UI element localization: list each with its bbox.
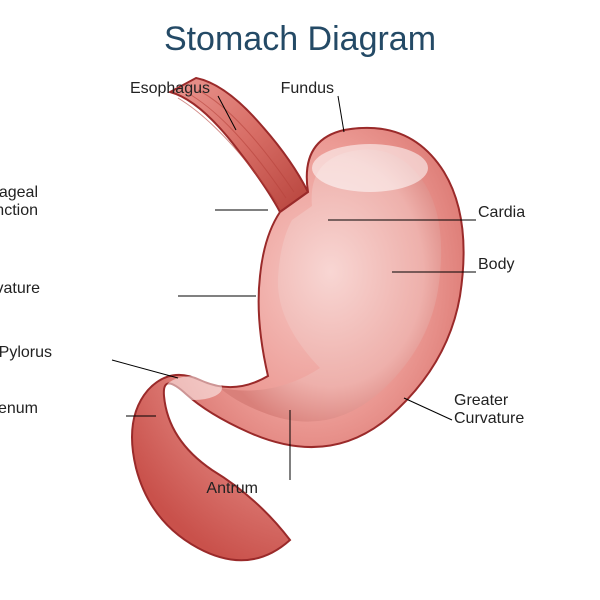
label-lessercurv: Lesser Curvature — [0, 280, 40, 298]
label-gejunction: Gastroesophageal Junction — [0, 184, 38, 221]
leader-pylorus — [112, 360, 178, 378]
label-cardia: Cardia — [478, 204, 525, 222]
label-antrum: Antrum — [206, 480, 258, 498]
label-esophagus: Esophagus — [130, 80, 210, 98]
fundus-highlight — [312, 144, 428, 192]
pylorus-highlight — [166, 376, 222, 400]
diagram-canvas: Stomach Diagram — [0, 0, 600, 600]
label-pylorus: Pylorus — [0, 344, 52, 362]
leader-greatercurv — [404, 398, 452, 420]
label-body: Body — [478, 256, 514, 274]
label-fundus: Fundus — [281, 80, 334, 98]
label-greatercurv: Greater Curvature — [454, 392, 524, 429]
label-duodenum: Duodenum — [0, 400, 38, 418]
leader-fundus — [338, 96, 344, 132]
